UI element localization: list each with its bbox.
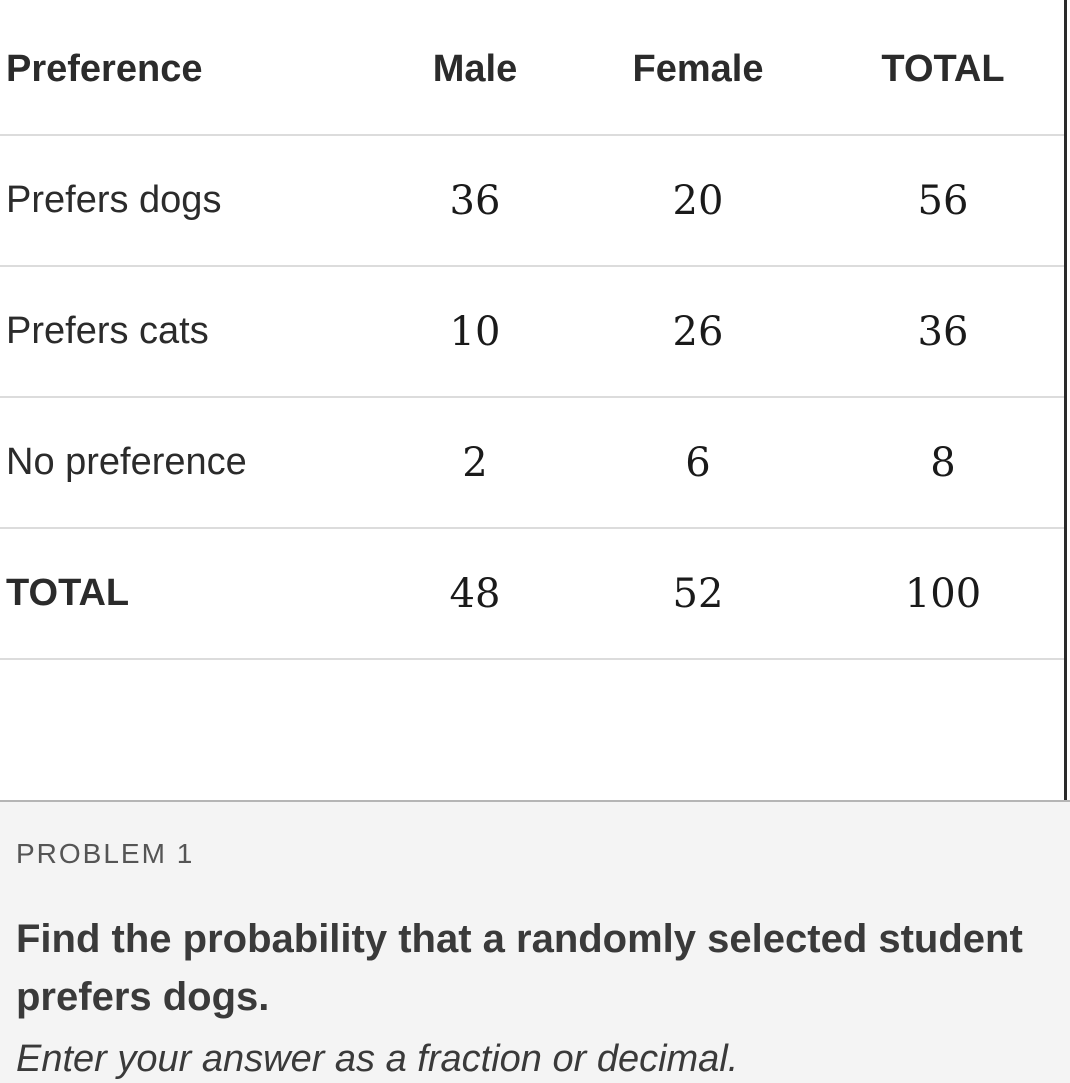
cell-female: 20 bbox=[672, 177, 724, 224]
cell-male: 2 bbox=[462, 439, 488, 486]
cell-female: 26 bbox=[672, 308, 724, 355]
cell-male: 36 bbox=[449, 177, 501, 224]
table-total-row: TOTAL 48 52 100 bbox=[0, 529, 1064, 660]
header-male: Male bbox=[432, 48, 518, 90]
panel-divider bbox=[1064, 0, 1067, 800]
cell-female: 6 bbox=[685, 439, 711, 486]
cell-total: 100 bbox=[904, 570, 982, 617]
header-female: Female bbox=[632, 48, 764, 90]
row-label: No preference bbox=[6, 441, 247, 483]
cell-total: 56 bbox=[917, 177, 969, 224]
cell-male: 48 bbox=[449, 570, 501, 617]
problem-label: PROBLEM 1 bbox=[16, 838, 195, 869]
table-row: Prefers cats 10 26 36 bbox=[0, 267, 1064, 398]
header-total: TOTAL bbox=[881, 48, 1005, 90]
problem-instructions: Enter your answer as a fraction or decim… bbox=[16, 1038, 739, 1080]
table-row: Prefers dogs 36 20 56 bbox=[0, 136, 1064, 267]
table-row: No preference 2 6 8 bbox=[0, 398, 1064, 529]
cell-total: 8 bbox=[930, 439, 956, 486]
cell-female: 52 bbox=[672, 570, 724, 617]
row-label: TOTAL bbox=[6, 572, 130, 614]
header-preference: Preference bbox=[6, 48, 203, 90]
cell-male: 10 bbox=[449, 308, 501, 355]
cell-total: 36 bbox=[917, 308, 969, 355]
problem-question: Find the probability that a randomly sel… bbox=[16, 917, 1023, 1019]
row-label: Prefers dogs bbox=[6, 179, 222, 221]
table-header-row: Preference Male Female TOTAL bbox=[0, 5, 1064, 136]
two-way-table: Preference Male Female TOTAL Prefers dog… bbox=[0, 5, 1064, 660]
row-label: Prefers cats bbox=[6, 310, 209, 352]
problem-panel: PROBLEM 1 Find the probability that a ra… bbox=[0, 800, 1070, 1083]
